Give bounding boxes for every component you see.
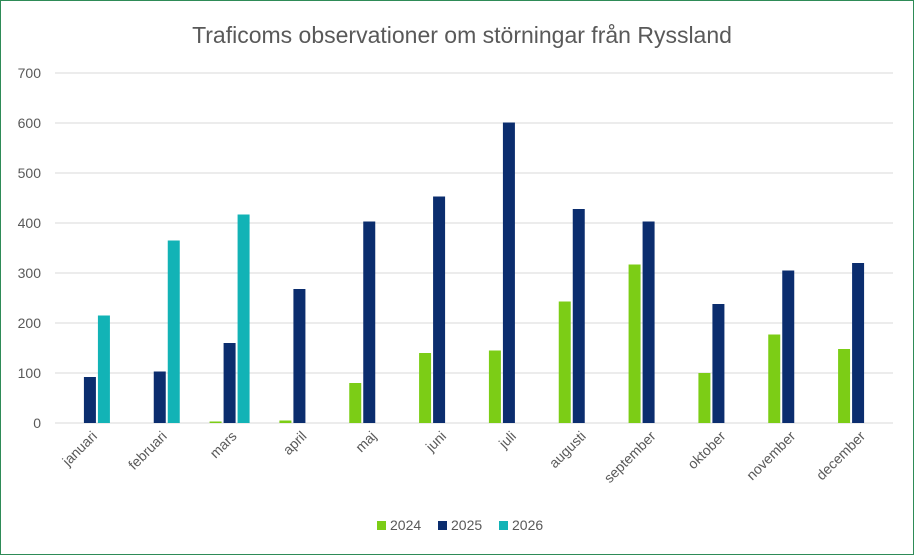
x-tick-label-mars: mars: [206, 428, 239, 461]
bar-2025-augusti: [572, 209, 585, 423]
y-tick-label: 600: [18, 115, 42, 131]
gridlines: [55, 72, 893, 424]
chart-title: Traficoms observationer om störningar fr…: [192, 22, 732, 48]
bar-2025-november: [782, 270, 795, 423]
x-tick-label-februari: februari: [125, 428, 170, 473]
legend-label-2025: 2025: [451, 517, 482, 533]
legend: 2024 2025 2026: [377, 517, 543, 533]
legend-swatch-2024: [377, 521, 386, 530]
bar-2024-april: [279, 420, 292, 423]
bar-2024-december: [838, 349, 851, 423]
y-axis-ticks: 0 100 200 300 400 500 600 700: [18, 65, 42, 431]
y-tick-label: 400: [18, 215, 42, 231]
x-tick-label-oktober: oktober: [684, 428, 729, 473]
bar-2024-oktober: [698, 373, 711, 423]
y-tick-label: 300: [18, 265, 42, 281]
bar-2024-november: [768, 334, 781, 423]
x-tick-label-september: september: [601, 428, 659, 486]
bar-2024-september: [628, 264, 641, 423]
y-tick-label: 700: [18, 65, 42, 81]
bar-2025-december: [852, 263, 865, 423]
bar-2026-mars: [237, 214, 250, 423]
x-tick-label-december: december: [813, 428, 869, 484]
bar-2025-september: [642, 221, 655, 423]
bar-2025-juli: [502, 122, 515, 423]
bar-2025-februari: [153, 371, 166, 423]
bar-2024-juni: [419, 353, 432, 423]
bars: [83, 122, 865, 423]
x-tick-label-april: april: [280, 428, 310, 458]
bar-2025-april: [293, 289, 306, 423]
y-tick-label: 500: [18, 165, 42, 181]
x-tick-label-november: november: [743, 428, 799, 484]
legend-swatch-2026: [499, 521, 508, 530]
bar-2024-mars: [209, 421, 222, 423]
bar-2024-juli: [488, 350, 501, 423]
y-tick-label: 100: [18, 365, 42, 381]
bar-2025-mars: [223, 343, 236, 423]
bar-2025-juni: [433, 196, 446, 423]
bar-2024-augusti: [558, 301, 571, 423]
bar-2026-januari: [97, 315, 110, 423]
legend-label-2026: 2026: [512, 517, 543, 533]
legend-swatch-2025: [438, 521, 447, 530]
y-tick-label: 0: [33, 415, 41, 431]
x-tick-label-januari: januari: [58, 428, 100, 470]
bar-2025-oktober: [712, 304, 725, 423]
bar-2024-maj: [349, 383, 362, 423]
x-axis-ticks: januari februari mars april maj juni juli augus…: [58, 428, 868, 486]
x-tick-label-maj: maj: [352, 428, 379, 455]
bar-2026-februari: [167, 240, 180, 423]
legend-label-2024: 2024: [390, 517, 421, 533]
x-tick-label-augusti: augusti: [546, 428, 589, 471]
y-tick-label: 200: [18, 315, 42, 331]
x-tick-label-juli: juli: [495, 428, 519, 452]
bar-2025-maj: [363, 221, 376, 423]
bar-2025-januari: [83, 377, 96, 423]
x-tick-label-juni: juni: [422, 428, 449, 455]
